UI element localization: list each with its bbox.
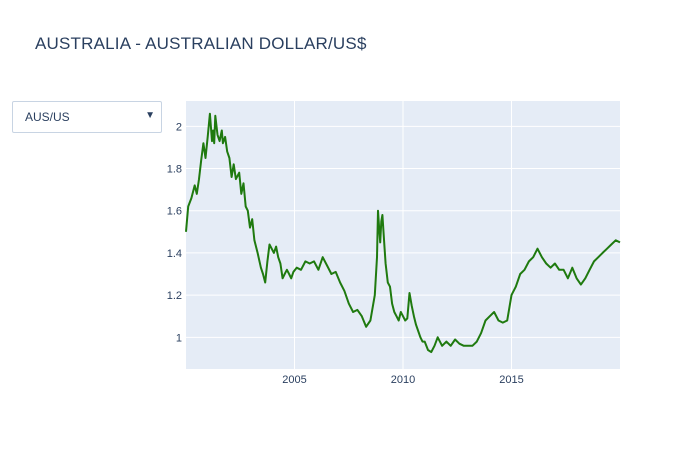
series-line <box>185 112 621 354</box>
x-tick-label: 2010 <box>391 374 415 386</box>
y-tick-label: 1.6 <box>167 206 182 218</box>
y-tick-label: 1.8 <box>167 164 182 176</box>
x-tick-label: 2005 <box>282 374 306 386</box>
y-tick-label: 1 <box>176 332 182 344</box>
y-tick-label: 1.4 <box>167 248 182 260</box>
y-tick-label: 2 <box>176 121 182 133</box>
dropdown-selected-value: AUS/US <box>25 110 70 124</box>
chart-title: AUSTRALIA - AUSTRALIAN DOLLAR/US$ <box>35 34 367 53</box>
y-axis-ticks: 1 1.2 1.4 1.6 1.8 2 <box>167 121 182 344</box>
x-tick-label: 2015 <box>499 374 523 386</box>
x-axis-ticks: 2005 2010 2015 <box>282 374 523 386</box>
x-gridlines <box>294 101 512 369</box>
triangle-down-icon: ▼ <box>145 110 155 121</box>
series-layer <box>185 112 621 354</box>
series-select-dropdown[interactable]: AUS/US ▼ <box>12 101 162 133</box>
y-tick-label: 1.2 <box>167 290 182 302</box>
